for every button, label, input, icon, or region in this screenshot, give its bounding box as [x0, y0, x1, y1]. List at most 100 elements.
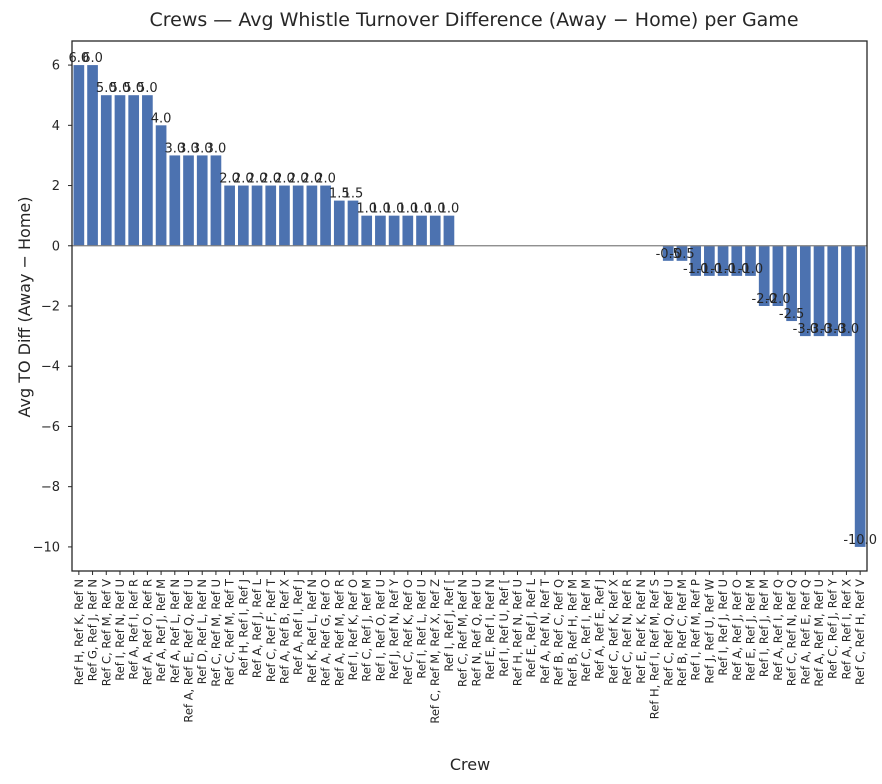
x-tick-label: Ref H, Ref K, Ref N — [72, 579, 86, 685]
x-tick-label: Ref H, Ref I, Ref J — [236, 579, 250, 676]
data-label: 1.0 — [370, 202, 391, 217]
x-tick-label: Ref I, Ref U, Ref [ — [497, 579, 511, 677]
data-label: 1.5 — [343, 187, 364, 202]
x-tick-label: Ref C, Ref K, Ref X — [606, 579, 620, 684]
x-tick-label: Ref H, Ref I, Ref M, Ref S — [648, 579, 662, 719]
data-label: 3.0 — [206, 141, 227, 156]
x-tick-label: Ref C, Ref M, Ref V — [99, 579, 113, 686]
chart-title: Crews — Avg Whistle Turnover Difference … — [149, 9, 798, 31]
x-tick-label: Ref A, Ref I, Ref X — [839, 579, 853, 680]
data-label: -1.0 — [697, 262, 722, 277]
bar — [142, 95, 153, 246]
x-tick-label: Ref A, Ref J, Ref L — [250, 578, 264, 678]
x-tick-label: Ref A, Ref E, Ref J — [593, 579, 607, 679]
bar — [772, 245, 784, 306]
bar — [704, 245, 715, 276]
y-tick-label: −6 — [41, 420, 60, 435]
x-tick-label: Ref C, Ref M, Ref T — [223, 578, 237, 685]
x-tick-label: Ref C, Ref J, Ref Y — [826, 578, 840, 679]
x-tick-label: Ref C, Ref H, Ref V — [853, 579, 867, 685]
x-tick-label: Ref C, Ref M, Ref X, Ref Z — [428, 579, 442, 724]
bar — [155, 125, 167, 246]
x-tick-label: Ref B, Ref C, Ref Q — [552, 579, 566, 685]
data-label: -1.0 — [738, 262, 763, 277]
y-tick-label: 0 — [52, 239, 60, 254]
bar — [745, 245, 756, 276]
x-tick-label: Ref C, Ref K, Ref O — [401, 579, 415, 685]
x-tick-label: Ref A, Ref O, Ref R — [140, 579, 154, 685]
data-label: -1.0 — [710, 262, 735, 277]
x-tick-label: Ref C, Ref Q, Ref U — [661, 579, 675, 686]
bar — [251, 185, 263, 246]
data-label: 1.0 — [439, 202, 460, 217]
data-label: 5.0 — [123, 81, 144, 96]
data-label: -2.0 — [752, 292, 777, 307]
bar — [443, 215, 455, 246]
bar — [676, 245, 688, 261]
x-tick-label: Ref A, Ref E, Ref Q — [798, 579, 812, 685]
bar — [799, 245, 811, 337]
data-label: -3.0 — [806, 322, 831, 337]
x-tick-label: Ref I, Ref K, Ref O — [346, 579, 360, 680]
x-tick-label: Ref H, Ref N, Ref U — [510, 579, 524, 686]
data-label: -3.0 — [793, 322, 818, 337]
x-tick-label: Ref A, Ref M, Ref U — [812, 579, 826, 687]
x-tick-label: Ref J, Ref N, Ref Y — [387, 578, 401, 679]
bar — [416, 215, 427, 246]
bar — [731, 245, 743, 276]
x-tick-label: Ref B, Ref H, Ref M — [565, 579, 579, 687]
data-label: -0.5 — [669, 247, 694, 262]
bar — [841, 245, 852, 337]
data-label: -2.0 — [765, 292, 790, 307]
bar — [347, 200, 359, 246]
bar — [786, 245, 797, 322]
bar — [224, 185, 235, 246]
x-tick-label: Ref I, Ref J, Ref U — [716, 579, 730, 676]
data-label: 4.0 — [151, 111, 172, 126]
x-tick-label: Ref A, Ref J, Ref O — [730, 579, 744, 681]
plot-area: 6.06.05.05.05.05.04.03.03.03.03.02.02.02… — [33, 40, 877, 724]
x-tick-label: Ref A, Ref I, Ref R — [127, 579, 141, 680]
data-label: 1.0 — [356, 202, 377, 217]
y-tick-label: 4 — [52, 119, 60, 134]
bar — [183, 155, 194, 246]
bar — [169, 155, 181, 246]
data-label: 5.0 — [110, 81, 131, 96]
data-label: 1.0 — [384, 202, 405, 217]
data-label: 1.0 — [411, 202, 432, 217]
data-label: 1.0 — [397, 202, 418, 217]
data-label: -10.0 — [843, 533, 877, 548]
x-tick-label: Ref E, Ref J, Ref L — [524, 578, 538, 677]
x-tick-label: Ref C, Ref M, Ref U — [209, 579, 223, 687]
y-tick-label: −10 — [33, 540, 60, 555]
bar — [429, 215, 441, 246]
x-tick-label: Ref J, Ref U, Ref W — [702, 579, 716, 684]
x-tick-label: Ref A, Ref B, Ref X — [277, 579, 291, 684]
x-tick-label: Ref C, Ref J, Ref M — [360, 579, 374, 682]
bar — [827, 245, 839, 337]
bar — [388, 215, 400, 246]
bar — [690, 245, 702, 276]
x-tick-label: Ref E, Ref J, Ref M — [743, 579, 757, 681]
data-label: -1.0 — [724, 262, 749, 277]
data-label: 2.0 — [247, 172, 268, 187]
x-tick-label: Ref I, Ref J, Ref [ — [442, 579, 456, 672]
x-tick-label: Ref I, Ref O, Ref U — [373, 579, 387, 681]
bar — [114, 95, 126, 246]
data-label: 6.0 — [82, 51, 103, 66]
x-tick-label: Ref A, Ref E, Ref Q, Ref U — [182, 579, 196, 723]
y-tick-label: −2 — [41, 300, 60, 315]
data-label: 1.5 — [329, 187, 350, 202]
x-tick-label: Ref I, Ref L, Ref U — [415, 579, 429, 679]
x-tick-label: Ref A, Ref J, Ref M — [154, 579, 168, 682]
x-tick-label: Ref I, Ref J, Ref M — [757, 579, 771, 677]
data-label: 3.0 — [178, 141, 199, 156]
bar — [292, 185, 304, 246]
bar — [402, 215, 414, 246]
y-axis-label: Avg TO Diff (Away − Home) — [15, 196, 34, 417]
bar — [128, 95, 140, 246]
y-tick-label: −8 — [41, 480, 60, 495]
data-label: 5.0 — [96, 81, 117, 96]
bar — [758, 245, 770, 306]
plot-frame — [71, 40, 868, 572]
